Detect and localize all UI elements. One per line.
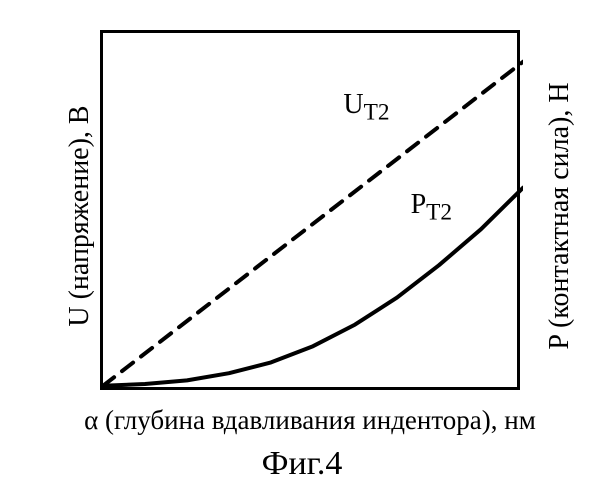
- y-axis-right-text: P (контактная сила), Н: [544, 82, 575, 349]
- figure-container: U (напряжение), В P (контактная сила), Н…: [0, 0, 604, 500]
- series-P_T2: [103, 188, 523, 386]
- chart-svg: [103, 33, 523, 393]
- x-axis-label: α (глубина вдавливания индентора), нм: [60, 405, 560, 436]
- series-label-pt2: PT2: [411, 189, 453, 227]
- x-axis-text: α (глубина вдавливания индентора), нм: [84, 405, 536, 435]
- figure-caption: Фиг.4: [0, 445, 604, 483]
- caption-text: Фиг.4: [262, 445, 343, 482]
- y-axis-label-left: U (напряжение), В: [64, 56, 96, 376]
- y-axis-left-text: U (напряжение), В: [64, 105, 95, 326]
- plot-area: UT2 PT2: [100, 30, 520, 390]
- series-U_T2: [103, 62, 523, 386]
- series-label-ut2: UT2: [343, 89, 389, 127]
- y-axis-label-right: P (контактная сила), Н: [544, 36, 576, 396]
